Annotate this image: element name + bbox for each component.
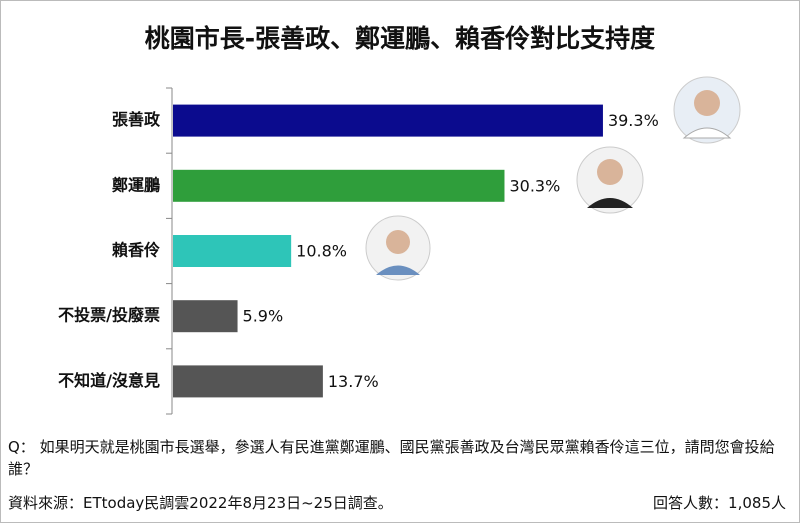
bar bbox=[173, 104, 603, 137]
bar bbox=[173, 169, 505, 202]
bar bbox=[173, 365, 323, 398]
y-tick-label: 鄭運鵬 bbox=[112, 175, 160, 194]
y-tick-label: 張善政 bbox=[112, 110, 161, 129]
source: 資料來源：ETtoday民調雲2022年8月23日~25日調查。 bbox=[8, 494, 393, 512]
value-label: 39.3% bbox=[608, 111, 659, 130]
portrait bbox=[365, 215, 431, 281]
value-label: 30.3% bbox=[509, 176, 560, 195]
portrait bbox=[673, 76, 741, 144]
y-tick-label: 不投票/投廢票 bbox=[58, 306, 160, 325]
value-label: 5.9% bbox=[243, 307, 284, 326]
y-tick-label: 不知道/沒意見 bbox=[58, 371, 160, 390]
chart-title: 桃園市長-張善政、鄭運鵬、賴香伶對比支持度 bbox=[145, 24, 655, 53]
bar bbox=[173, 235, 292, 267]
value-label: 10.8% bbox=[296, 242, 347, 261]
y-tick-label: 賴香伶 bbox=[112, 241, 160, 260]
bar bbox=[173, 300, 238, 333]
portrait bbox=[576, 146, 644, 214]
respondents: 回答人數：1,085人 bbox=[653, 494, 786, 512]
question: Q： 如果明天就是桃園市長選舉，參選人有民進黨鄭運鵬、國民黨張善政及台灣民眾黨賴… bbox=[8, 438, 775, 478]
value-label: 13.7% bbox=[328, 372, 379, 391]
